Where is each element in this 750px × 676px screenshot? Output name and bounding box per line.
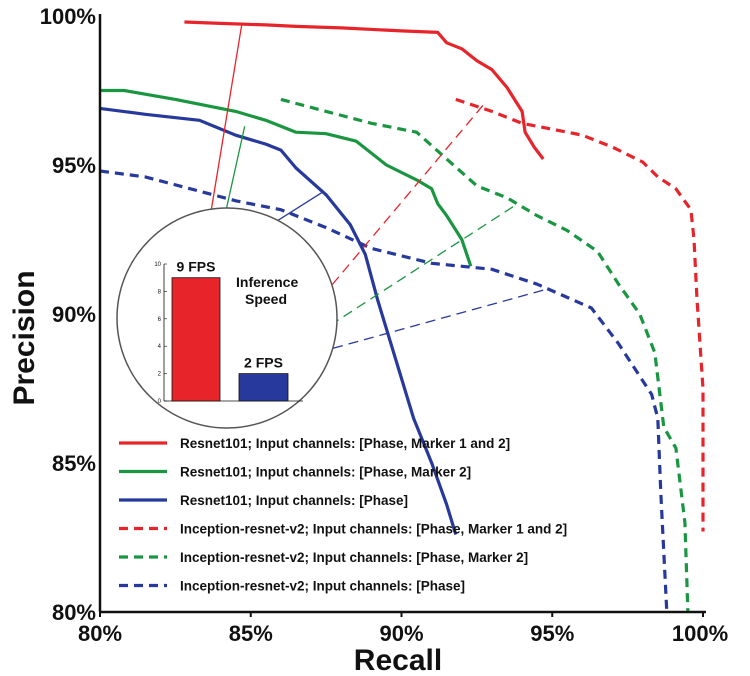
inset-title-line-1: Inference xyxy=(236,274,298,290)
x-tick-label: 100% xyxy=(672,621,728,646)
inset-circle xyxy=(116,207,338,429)
inset-bar-label: 9 FPS xyxy=(177,259,216,275)
inset-bar-label: 2 FPS xyxy=(244,355,283,371)
legend: Resnet101; Input channels: [Phase, Marke… xyxy=(119,436,567,594)
series-line-3 xyxy=(99,106,458,535)
x-tick-label: 90% xyxy=(379,621,423,646)
inset-tick-label: 10 xyxy=(154,262,161,268)
y-tick-label: 100% xyxy=(40,4,96,29)
y-axis-title: Precision xyxy=(8,270,41,405)
inset-tick-label: 8 xyxy=(158,289,162,295)
series-line-5 xyxy=(280,97,690,613)
inset-arrow-6 xyxy=(297,289,544,361)
y-tick-label: 90% xyxy=(52,302,96,327)
inference-speed-inset: Inference Speed 0 2 4 6 8 10 9 FPS 2 FPS xyxy=(116,207,338,429)
legend-label-2: Resnet101; Input channels: [Phase, Marke… xyxy=(180,465,471,480)
legend-label-4: Inception-resnet-v2; Input channels: [Ph… xyxy=(180,522,567,537)
x-tick-label: 95% xyxy=(530,621,574,646)
inset-arrow-1 xyxy=(202,24,243,243)
series-line-4 xyxy=(455,97,705,532)
inset-bar-2 xyxy=(238,373,289,402)
series-line-2 xyxy=(100,88,473,267)
series-line-1 xyxy=(184,20,545,160)
inset-bar-1 xyxy=(171,277,221,402)
axes xyxy=(98,14,706,614)
inset-title-line-2: Speed xyxy=(245,291,287,307)
legend-label-6: Inception-resnet-v2; Input channels: [Ph… xyxy=(180,579,465,594)
tick-labels: 80% 85% 90% 95% 100% 80% 85% 90% 95% 100% xyxy=(40,4,728,646)
inset-tick-label: 2 xyxy=(158,372,162,378)
curves-layer xyxy=(99,20,705,613)
inset-tick-label: 4 xyxy=(158,344,162,350)
x-axis-title: Recall xyxy=(354,644,442,676)
legend-label-1: Resnet101; Input channels: [Phase, Marke… xyxy=(180,436,510,451)
series-line-6 xyxy=(99,169,669,613)
x-tick-label: 80% xyxy=(78,621,122,646)
inset-tick-label: 6 xyxy=(158,317,162,323)
y-tick-label: 95% xyxy=(52,153,96,178)
y-tick-label: 80% xyxy=(52,600,96,625)
y-tick-label: 85% xyxy=(52,451,96,476)
inset-bars: 0 2 4 6 8 10 9 FPS 2 FPS xyxy=(154,259,303,405)
inset-tick-label: 0 xyxy=(158,399,162,405)
legend-label-3: Resnet101; Input channels: [Phase] xyxy=(180,493,408,508)
legend-label-5: Inception-resnet-v2; Input channels: [Ph… xyxy=(180,550,528,565)
x-tick-label: 85% xyxy=(229,621,273,646)
inset-arrow-5 xyxy=(291,206,514,351)
